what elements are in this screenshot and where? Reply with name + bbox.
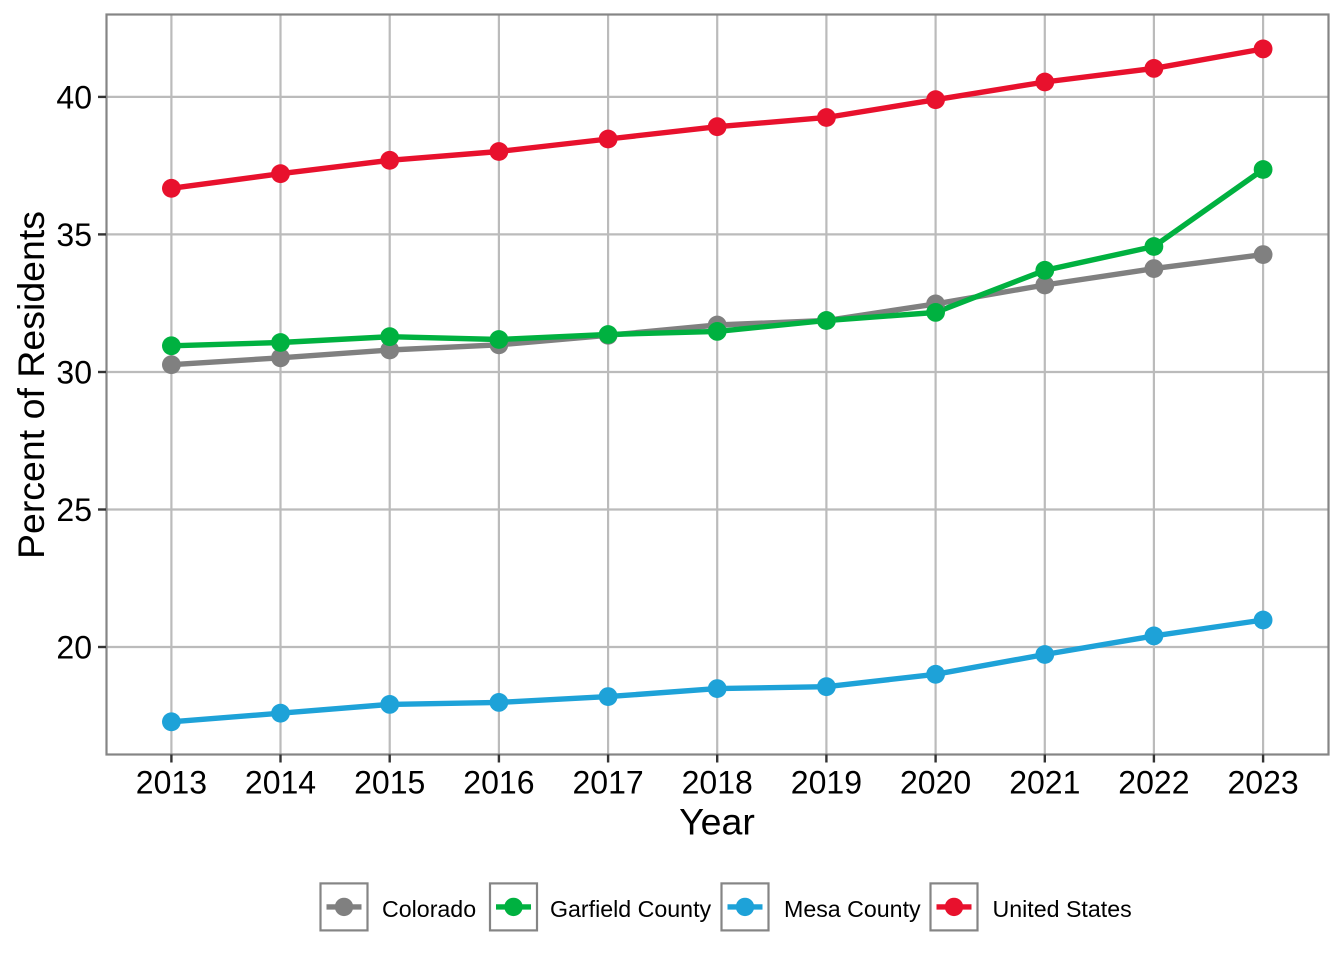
svg-text:25: 25 (56, 492, 92, 528)
svg-text:Colorado: Colorado (382, 896, 476, 922)
svg-text:2018: 2018 (682, 765, 753, 801)
svg-text:20: 20 (56, 630, 92, 666)
svg-text:Garfield County: Garfield County (550, 896, 712, 922)
svg-text:40: 40 (56, 79, 92, 115)
svg-text:35: 35 (56, 217, 92, 253)
svg-text:2016: 2016 (463, 765, 534, 801)
svg-text:2014: 2014 (245, 765, 316, 801)
svg-text:2023: 2023 (1228, 765, 1299, 801)
svg-text:Percent of Residents: Percent of Residents (10, 211, 52, 559)
svg-text:2017: 2017 (573, 765, 644, 801)
svg-text:30: 30 (56, 355, 92, 391)
svg-text:2013: 2013 (136, 765, 207, 801)
svg-text:2022: 2022 (1118, 765, 1189, 801)
svg-text:2020: 2020 (900, 765, 971, 801)
svg-text:2021: 2021 (1009, 765, 1080, 801)
svg-text:United States: United States (993, 896, 1132, 922)
svg-text:Year: Year (679, 801, 755, 843)
svg-text:2019: 2019 (791, 765, 862, 801)
svg-text:Mesa County: Mesa County (784, 896, 921, 922)
svg-text:2015: 2015 (354, 765, 425, 801)
